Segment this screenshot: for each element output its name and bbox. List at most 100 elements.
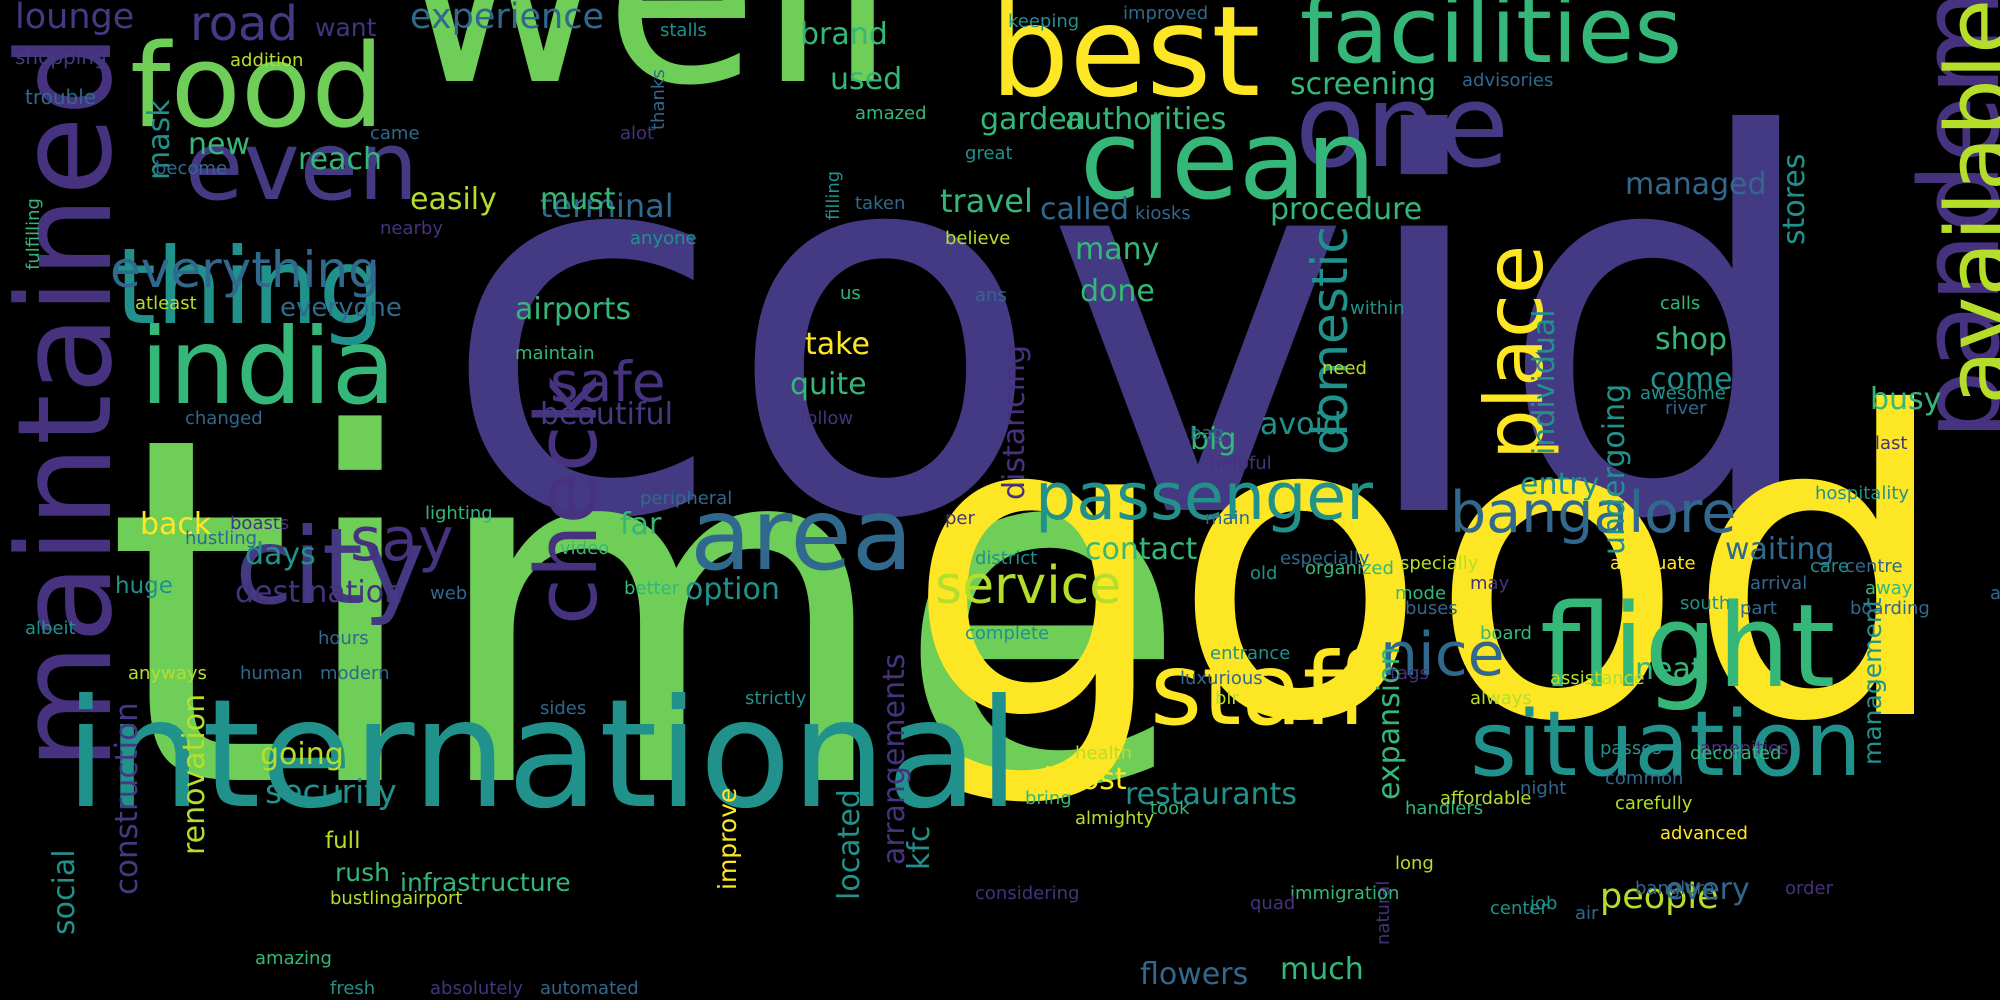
cloud-word-took: took [1150, 798, 1190, 819]
cloud-word-kiosks: kiosks [1135, 203, 1191, 224]
cloud-word-much: much [1280, 952, 1364, 987]
cloud-word-say: say [350, 505, 454, 575]
cloud-word-far: far [620, 507, 662, 542]
cloud-word-amazing: amazing [255, 948, 332, 969]
cloud-word-boasts: boasts [230, 513, 290, 534]
cloud-word-entry: entry [1520, 467, 1600, 502]
cloud-word-alot: alot [620, 123, 655, 144]
cloud-word-last: last [1875, 433, 1908, 454]
cloud-word-ans: ans [975, 285, 1007, 306]
cloud-word-taken: taken [855, 193, 906, 214]
cloud-word-fresh: fresh [330, 978, 376, 999]
cloud-word-south: south [1680, 593, 1731, 614]
cloud-word-reach: reach [298, 142, 383, 177]
cloud-word-stalls: stalls [660, 20, 707, 41]
cloud-word-modern: modern [320, 663, 390, 684]
cloud-word-part: part [1740, 598, 1777, 619]
cloud-word-city: city [235, 506, 426, 628]
cloud-word-huge: huge [115, 573, 173, 599]
cloud-word-almighty: almighty [1075, 808, 1155, 829]
cloud-word-albeit: albeit [25, 618, 76, 639]
cloud-word-need: need [1322, 358, 1367, 379]
cloud-word-board: board [1480, 623, 1532, 644]
cloud-word-construction: construction [109, 702, 145, 895]
cloud-word-flight: flight [1540, 580, 1836, 714]
cloud-word-beautiful: beautiful [540, 397, 673, 432]
cloud-word-luxurious: luxurious [1180, 668, 1263, 689]
cloud-word-available: available [1927, 0, 2000, 405]
cloud-word-common: common [1605, 768, 1684, 789]
cloud-word-immigration: immigration [1290, 883, 1400, 904]
cloud-word-international: international [65, 668, 1020, 842]
cloud-word-clean: clean [1080, 96, 1376, 224]
cloud-word-india: india [140, 306, 396, 428]
cloud-word-hospitality: hospitality [1815, 483, 1910, 504]
cloud-word-video: video [560, 538, 610, 559]
cloud-word-everyone: everyone [280, 293, 402, 323]
cloud-word-fulfilling: fulfilling [23, 198, 44, 270]
cloud-word-main: main [1205, 508, 1250, 529]
cloud-word-done: done [1080, 274, 1155, 309]
cloud-word-calls: calls [1660, 293, 1701, 314]
cloud-word-hustling: hustling [185, 528, 258, 549]
cloud-word-kfc: kfc [902, 825, 937, 870]
cloud-word-assistance: assistance [1550, 668, 1645, 689]
cloud-word-restaurants: restaurants [1125, 777, 1298, 812]
cloud-word-complete: complete [965, 623, 1050, 644]
cloud-word-best: best [990, 0, 1261, 125]
cloud-word-people: people [1600, 877, 1719, 917]
cloud-word-filling: filling [823, 170, 844, 220]
cloud-word-rush: rush [335, 858, 390, 887]
cloud-word-infrastructure: infrastructure [400, 868, 571, 897]
cloud-word-big: big [1190, 422, 1237, 457]
cloud-word-individual: individual [1527, 309, 1562, 455]
cloud-word-awesome: awesome [1640, 383, 1726, 404]
cloud-word-travel: travel [940, 182, 1033, 220]
cloud-word-away: away [1865, 578, 1913, 599]
cloud-word-garden: garden [980, 102, 1086, 137]
cloud-word-helpful: helpful [1210, 453, 1272, 474]
cloud-word-anyone: anyone [630, 228, 697, 249]
cloud-word-authorities: authorities [1065, 102, 1227, 137]
cloud-word-decorated: decorated [1690, 743, 1782, 764]
cloud-word-river: river [1665, 398, 1707, 419]
cloud-word-brand: brand [800, 17, 888, 52]
cloud-word-staff: staff [1150, 631, 1372, 748]
cloud-word-amazed: amazed [855, 103, 927, 124]
cloud-word-handlers: handlers [1405, 798, 1484, 819]
cloud-word-screening: screening [1290, 67, 1437, 102]
cloud-word-better: better [624, 578, 680, 599]
cloud-word-changed: changed [185, 408, 263, 429]
cloud-word-centre: centre [1845, 556, 1903, 577]
cloud-word-experience: experience [410, 0, 604, 37]
cloud-word-order: order [1785, 878, 1833, 899]
cloud-word-management: management [1858, 597, 1887, 765]
cloud-word-strictly: strictly [745, 688, 807, 709]
cloud-word-waiting: waiting [1725, 532, 1835, 567]
cloud-word-mode: mode [1395, 583, 1447, 604]
cloud-word-shop: shop [1655, 322, 1728, 357]
cloud-word-maintain: maintain [515, 343, 595, 364]
cloud-word-within: within [1350, 298, 1405, 319]
cloud-word-passes: passes [1600, 738, 1662, 759]
cloud-word-air: air [1575, 903, 1599, 924]
cloud-word-addition: addition [230, 50, 304, 71]
cloud-word-quad: quad [1250, 893, 1296, 914]
cloud-word-blr: blr [1215, 688, 1239, 709]
cloud-word-amenities: amenities [1700, 738, 1789, 759]
cloud-word-everything: everything [110, 241, 380, 299]
cloud-word-center: center [1490, 898, 1548, 919]
cloud-word-improved: improved [1123, 3, 1209, 24]
cloud-word-per: per [945, 508, 975, 529]
cloud-word-good: good [905, 325, 1953, 814]
cloud-word-distancing: distancing [997, 344, 1032, 500]
cloud-word-nearby: nearby [380, 218, 443, 239]
cloud-word-back: back [140, 507, 212, 542]
cloud-word-bring: bring [1025, 788, 1072, 809]
cloud-word-avoid: avoid [1260, 407, 1342, 442]
cloud-word-managed: managed [1625, 167, 1767, 202]
cloud-word-old: old [1250, 563, 1278, 584]
cloud-word-entrance: entrance [1210, 643, 1291, 664]
cloud-word-affordable: affordable [1440, 788, 1532, 809]
